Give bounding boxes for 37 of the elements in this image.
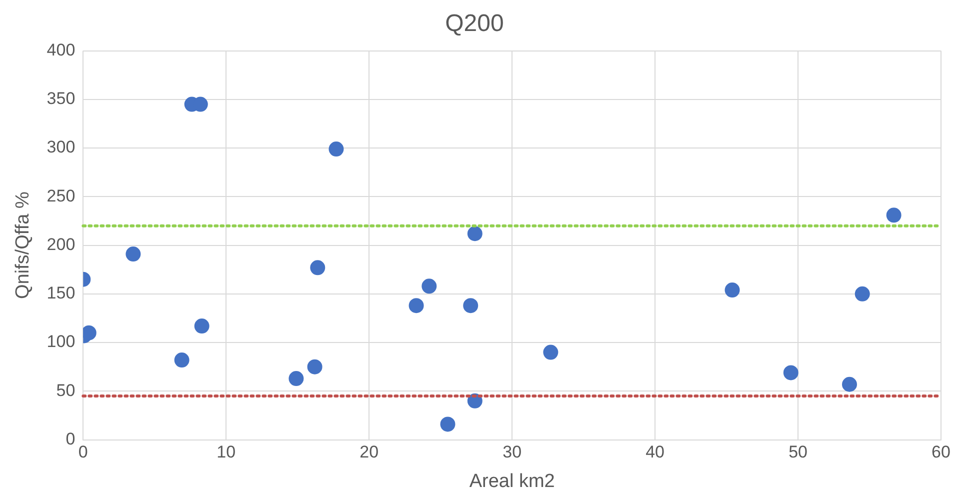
x-tick-label: 10: [216, 442, 236, 462]
y-tick-label: 250: [46, 186, 76, 206]
point: [842, 376, 857, 392]
y-tick-label: 350: [46, 89, 76, 108]
x-tick-label: 60: [932, 442, 950, 462]
point: [126, 246, 141, 262]
y-tick-label: 150: [46, 284, 76, 303]
point: [174, 352, 190, 368]
y-axis-title: Qnifs/Qffa %: [12, 192, 34, 299]
y-tick-label: 100: [46, 332, 76, 352]
x-tick-label: 40: [646, 442, 665, 462]
y-tick-label: 300: [46, 138, 76, 157]
point: [543, 344, 558, 360]
y-tick-label: 50: [56, 380, 76, 400]
point: [194, 318, 210, 334]
point: [310, 260, 326, 276]
point: [463, 298, 478, 314]
point: [886, 208, 902, 223]
point: [288, 371, 304, 386]
point: [440, 416, 456, 432]
point: [307, 359, 322, 374]
y-tick-label: 200: [46, 234, 76, 254]
point: [422, 278, 437, 294]
y-tick-label: 400: [46, 40, 76, 60]
point: [328, 142, 344, 157]
point: [467, 226, 482, 242]
point: [854, 286, 870, 302]
x-tick-label: 30: [502, 442, 522, 462]
x-tick-label: 50: [788, 442, 808, 462]
x-tick-label: 20: [360, 442, 379, 462]
chart-title: Q200: [445, 10, 504, 38]
x-tick-label: 0: [78, 442, 88, 462]
y-tick-label: 0: [66, 429, 76, 448]
point: [724, 282, 740, 298]
point: [408, 298, 424, 314]
x-axis-title: Areal km2: [469, 470, 555, 492]
point: [783, 365, 798, 380]
